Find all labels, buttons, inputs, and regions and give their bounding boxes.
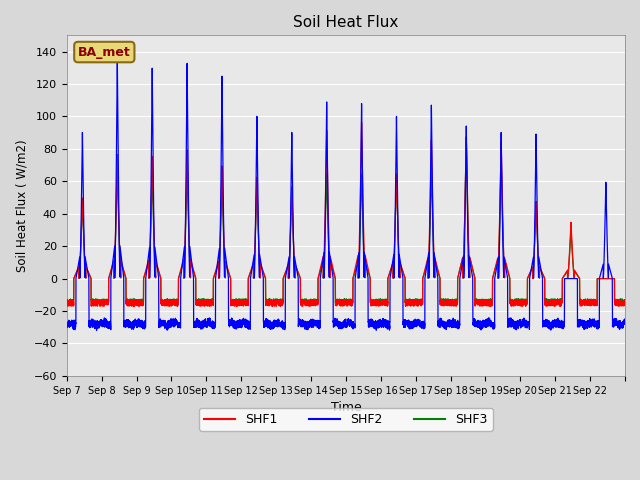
SHF3 (179, 263, 186, 269)
Line: SHF3: SHF3 (67, 137, 625, 304)
SHF1 (499, 236, 507, 241)
SHF1 (179, 260, 186, 266)
SHF3 (527, 268, 534, 274)
SHF1 (367, 302, 374, 308)
SHF2 (541, 322, 549, 327)
Title: Soil Heat Flux: Soil Heat Flux (293, 15, 399, 30)
SHF1 (621, 298, 629, 304)
SHF2 (93, 327, 100, 333)
Text: BA_met: BA_met (78, 46, 131, 59)
SHF3 (367, 300, 374, 306)
SHF1 (63, 303, 71, 309)
Y-axis label: Soil Heat Flux ( W/m2): Soil Heat Flux ( W/m2) (15, 139, 28, 272)
SHF2 (527, 270, 534, 276)
SHF3 (621, 300, 629, 306)
SHF2 (499, 258, 507, 264)
SHF2 (113, 57, 121, 63)
SHF2 (621, 320, 629, 326)
SHF1 (397, 262, 404, 268)
SHF3 (63, 298, 70, 304)
SHF2 (63, 322, 70, 327)
X-axis label: Time: Time (330, 401, 361, 414)
Legend: SHF1, SHF2, SHF3: SHF1, SHF2, SHF3 (199, 408, 493, 431)
Line: SHF2: SHF2 (67, 60, 625, 330)
SHF3 (397, 262, 404, 267)
SHF2 (397, 261, 404, 267)
SHF1 (541, 301, 549, 307)
SHF3 (438, 301, 446, 307)
SHF3 (463, 134, 470, 140)
SHF3 (541, 297, 549, 303)
SHF2 (179, 258, 187, 264)
SHF2 (367, 316, 374, 322)
SHF3 (499, 240, 507, 246)
SHF1 (527, 269, 534, 275)
SHF1 (358, 120, 365, 125)
Line: SHF1: SHF1 (67, 122, 625, 306)
SHF1 (63, 300, 70, 306)
